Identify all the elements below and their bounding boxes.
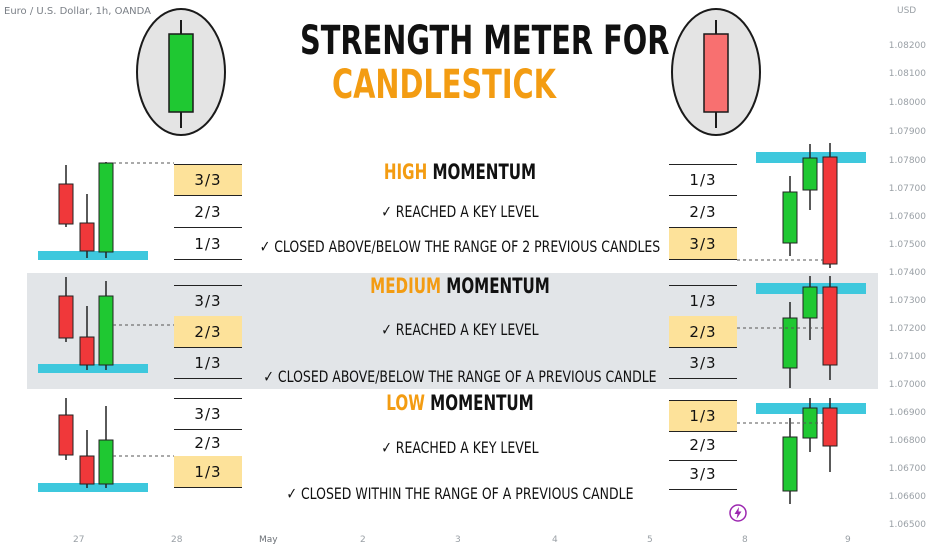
price-tick: 1.08100 xyxy=(888,69,926,79)
price-tick: 1.07600 xyxy=(888,212,926,222)
high-bear-score-2: 2/3 xyxy=(669,196,737,228)
high-bear-score-1: 1/3 xyxy=(669,164,737,196)
price-tick: 1.07500 xyxy=(888,240,926,250)
low-bear-score-3: 3/3 xyxy=(669,458,737,490)
high-bull-score-1: 3/3 xyxy=(174,164,242,196)
low-bull-score-3: 1/3 xyxy=(174,456,242,488)
price-tick: 1.06900 xyxy=(888,408,926,418)
price-tick: 1.07700 xyxy=(888,184,926,194)
check-icon: ✓ xyxy=(259,237,271,256)
high-criterion-1: ✓ REACHED A KEY LEVEL xyxy=(381,202,539,221)
price-tick: 1.07200 xyxy=(888,324,926,334)
price-tick: 1.08200 xyxy=(888,41,926,51)
time-tick: 2 xyxy=(360,535,366,545)
currency-label: USD xyxy=(897,6,917,16)
price-tick: 1.06800 xyxy=(888,436,926,446)
time-tick: 9 xyxy=(845,535,851,545)
time-tick: 5 xyxy=(647,535,653,545)
high-bear-score-3: 3/3 xyxy=(669,228,737,260)
medium-bull-example xyxy=(38,277,174,373)
price-tick: 1.06600 xyxy=(888,492,926,502)
price-tick: 1.06500 xyxy=(888,520,926,530)
high-criterion-2: ✓ CLOSED ABOVE/BELOW THE RANGE OF 2 PREV… xyxy=(259,237,661,256)
bearish-candle-icon xyxy=(671,8,761,136)
medium-bear-score-2: 2/3 xyxy=(669,316,737,348)
check-icon: ✓ xyxy=(286,484,297,503)
low-criterion-2: ✓ CLOSED WITHIN THE RANGE OF A PREVIOUS … xyxy=(286,484,634,503)
low-momentum-heading: LOW MOMENTUM xyxy=(386,391,534,415)
price-tick: 1.07800 xyxy=(888,156,926,166)
time-tick: May xyxy=(259,535,278,545)
low-bear-score-1: 1/3 xyxy=(669,400,737,432)
check-icon: ✓ xyxy=(381,438,392,457)
low-bear-score-2: 2/3 xyxy=(669,429,737,461)
price-tick: 1.08000 xyxy=(888,98,926,108)
high-bull-score-3: 1/3 xyxy=(174,228,242,260)
check-icon: ✓ xyxy=(263,367,274,386)
price-tick: 1.07900 xyxy=(888,127,926,137)
medium-momentum-heading: MEDIUM MOMENTUM xyxy=(370,274,550,298)
medium-bear-score-3: 3/3 xyxy=(669,347,737,379)
time-tick: 28 xyxy=(171,535,183,545)
time-tick: 3 xyxy=(455,535,461,545)
check-icon: ✓ xyxy=(381,202,392,221)
high-bear-example xyxy=(737,143,866,268)
medium-bull-score-2: 2/3 xyxy=(174,316,242,348)
price-tick: 1.07400 xyxy=(888,268,926,278)
price-tick: 1.06700 xyxy=(888,464,926,474)
time-tick: 4 xyxy=(552,535,558,545)
low-bull-example xyxy=(38,398,174,492)
time-tick: 8 xyxy=(742,535,748,545)
lightning-icon[interactable] xyxy=(729,504,747,522)
low-bull-score-1: 3/3 xyxy=(174,398,242,430)
medium-bull-score-3: 1/3 xyxy=(174,347,242,379)
high-momentum-heading: HIGH MOMENTUM xyxy=(383,160,537,184)
low-bear-example xyxy=(737,398,866,504)
medium-criterion-1: ✓ REACHED A KEY LEVEL xyxy=(381,320,539,339)
medium-bear-example xyxy=(737,276,866,388)
chart-symbol-label: Euro / U.S. Dollar, 1h, OANDA xyxy=(4,6,152,17)
price-tick: 1.07000 xyxy=(888,380,926,390)
high-bull-score-2: 2/3 xyxy=(174,196,242,228)
medium-criterion-2: ✓ CLOSED ABOVE/BELOW THE RANGE OF A PREV… xyxy=(263,367,657,386)
check-icon: ✓ xyxy=(381,320,392,339)
time-tick: 27 xyxy=(73,535,85,545)
low-criterion-1: ✓ REACHED A KEY LEVEL xyxy=(381,438,539,457)
title-line-2: CANDLESTICK xyxy=(331,62,557,108)
bullish-candle-icon xyxy=(136,8,226,136)
high-bull-example xyxy=(38,162,174,260)
price-tick: 1.07100 xyxy=(888,352,926,362)
price-tick: 1.07300 xyxy=(888,296,926,306)
